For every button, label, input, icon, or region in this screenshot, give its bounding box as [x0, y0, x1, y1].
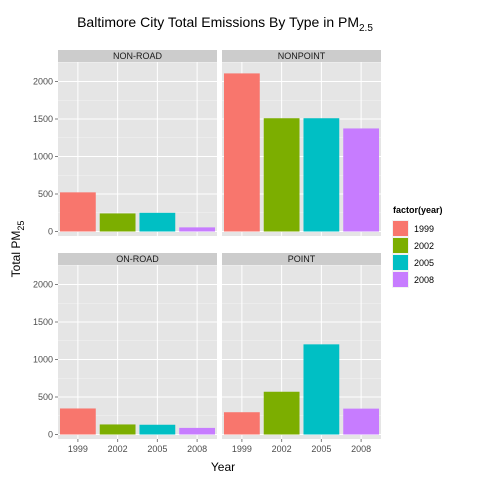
- x-tick-label: 1999: [68, 444, 88, 454]
- facet-strip-label: ON-ROAD: [116, 254, 159, 264]
- legend-label: 2008: [414, 275, 434, 285]
- chart-title: Baltimore City Total Emissions By Type i…: [77, 14, 373, 34]
- bar-non-road-2002: [99, 213, 136, 232]
- bar-non-road-2008: [179, 227, 216, 232]
- facet-strip: [58, 253, 217, 265]
- y-tick-label: 1500: [33, 114, 53, 124]
- legend-swatch-1999: [393, 221, 408, 236]
- legend-label: 2005: [414, 258, 434, 268]
- bar-point-2008: [343, 408, 380, 435]
- y-tick-label: 1000: [33, 152, 53, 162]
- bar-nonpoint-2008: [343, 128, 380, 232]
- y-tick-label: 2000: [33, 77, 53, 87]
- y-tick-label: 1500: [33, 317, 53, 327]
- bar-on-road-1999: [59, 408, 96, 435]
- bar-nonpoint-1999: [223, 73, 260, 232]
- facet-strip-label: NON-ROAD: [113, 51, 162, 61]
- x-tick-label: 1999: [232, 444, 252, 454]
- bar-non-road-1999: [59, 192, 96, 232]
- x-tick-label: 2005: [311, 444, 331, 454]
- x-tick-label: 2002: [108, 444, 128, 454]
- legend-title: factor(year): [393, 205, 443, 215]
- facet-panel-non-road: NON-ROAD: [58, 50, 217, 236]
- bar-on-road-2002: [99, 424, 136, 435]
- legend-swatch-2002: [393, 238, 408, 253]
- legend-label: 2002: [414, 241, 434, 251]
- y-axis-title: Total PM25: [9, 221, 26, 278]
- facet-strip: [222, 253, 381, 265]
- legend: factor(year) 1999 2002 2005 2008: [392, 205, 443, 288]
- bar-on-road-2008: [179, 427, 216, 435]
- y-tick-label: 1000: [33, 355, 53, 365]
- bar-nonpoint-2002: [263, 118, 300, 232]
- bar-nonpoint-2005: [303, 118, 340, 232]
- facet-panel-on-road: ON-ROAD: [58, 253, 217, 439]
- legend-swatch-2008: [393, 272, 408, 287]
- bar-on-road-2005: [139, 424, 176, 435]
- y-axis-tick-labels: 0 500 1000 1500 2000 0 500 1000 1500 2000: [33, 77, 58, 440]
- facet-strip: [58, 50, 217, 62]
- facet-panels: NON-ROAD NONPOINT ON-ROAD POINT: [58, 50, 381, 439]
- y-tick-label: 2000: [33, 280, 53, 290]
- facet-strip-label: POINT: [288, 254, 316, 264]
- y-tick-label: 500: [38, 392, 53, 402]
- legend-label: 1999: [414, 224, 434, 234]
- bar-point-2005: [303, 344, 340, 435]
- facet-panel-nonpoint: NONPOINT: [222, 50, 381, 236]
- x-tick-label: 2002: [272, 444, 292, 454]
- legend-swatch-2005: [393, 255, 408, 270]
- facet-strip: [222, 50, 381, 62]
- facet-panel-point: POINT: [222, 253, 381, 439]
- y-tick-label: 0: [48, 430, 53, 440]
- facet-strip-label: NONPOINT: [278, 51, 326, 61]
- x-tick-label: 2008: [351, 444, 371, 454]
- x-axis-title: Year: [211, 460, 235, 474]
- y-tick-label: 0: [48, 227, 53, 237]
- bar-non-road-2005: [139, 212, 176, 232]
- bar-point-2002: [263, 391, 300, 435]
- x-tick-label: 2005: [147, 444, 167, 454]
- bar-point-1999: [223, 412, 260, 435]
- y-tick-label: 500: [38, 189, 53, 199]
- x-axis-tick-labels: 1999 2002 2005 2008 1999 2002 2005 2008: [68, 439, 371, 454]
- x-tick-label: 2008: [187, 444, 207, 454]
